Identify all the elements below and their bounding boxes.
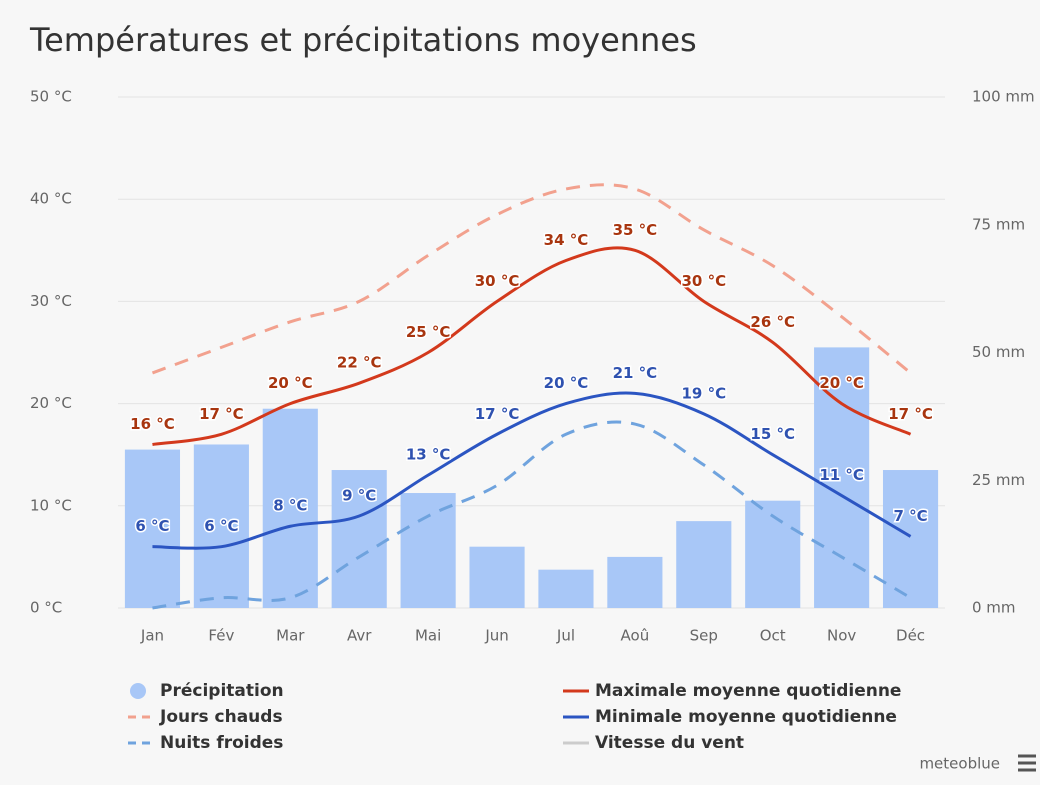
data-label: 30 °C bbox=[681, 272, 726, 290]
x-tick-label: Avr bbox=[347, 627, 372, 645]
y2-tick-label: 50 mm bbox=[972, 343, 1025, 361]
x-tick-label: Jul bbox=[556, 627, 575, 645]
legend-item[interactable]: Jours chauds bbox=[128, 707, 283, 727]
x-tick-label: Jan bbox=[140, 627, 164, 645]
data-label: 7 °C bbox=[893, 507, 927, 525]
data-label: 20 °C bbox=[819, 374, 864, 392]
legend-symbol bbox=[130, 683, 146, 699]
y-tick-label: 30 °C bbox=[30, 292, 72, 310]
legend-label: Vitesse du vent bbox=[595, 733, 744, 753]
bar bbox=[538, 569, 594, 608]
data-label: 9 °C bbox=[342, 487, 376, 505]
data-label: 26 °C bbox=[750, 313, 795, 331]
data-label: 22 °C bbox=[337, 354, 382, 372]
bar bbox=[193, 444, 249, 608]
data-label: 17 °C bbox=[888, 405, 933, 423]
legend-label: Jours chauds bbox=[159, 707, 283, 727]
bar bbox=[607, 556, 663, 608]
data-label: 15 °C bbox=[750, 425, 795, 443]
y-tick-label: 0 °C bbox=[30, 599, 62, 617]
data-label: 20 °C bbox=[544, 374, 589, 392]
menu-icon[interactable] bbox=[1018, 754, 1036, 772]
data-label: 8 °C bbox=[273, 497, 307, 515]
y2-tick-label: 0 mm bbox=[972, 599, 1016, 617]
y-tick-label: 10 °C bbox=[30, 496, 72, 514]
y2-tick-label: 25 mm bbox=[972, 471, 1025, 489]
y2-tick-label: 75 mm bbox=[972, 215, 1025, 233]
data-label: 35 °C bbox=[613, 221, 658, 239]
bar bbox=[124, 449, 181, 608]
bar bbox=[262, 408, 318, 608]
data-label: 34 °C bbox=[544, 231, 589, 249]
data-label: 16 °C bbox=[130, 415, 175, 433]
bar bbox=[331, 470, 387, 608]
data-label: 13 °C bbox=[406, 446, 451, 464]
bar bbox=[469, 546, 525, 608]
legend-item[interactable]: Minimale moyenne quotidienne bbox=[563, 707, 897, 727]
x-tick-label: Mar bbox=[276, 627, 305, 645]
x-tick-label: Oct bbox=[760, 627, 786, 645]
legend-item[interactable]: Vitesse du vent bbox=[563, 733, 744, 753]
data-label: 6 °C bbox=[204, 517, 238, 535]
legend-label: Maximale moyenne quotidienne bbox=[595, 681, 901, 701]
legend-item[interactable]: Nuits froides bbox=[128, 733, 283, 753]
bar bbox=[676, 521, 732, 608]
legend-label: Précipitation bbox=[160, 681, 284, 701]
data-label: 19 °C bbox=[681, 384, 726, 402]
legend-label: Minimale moyenne quotidienne bbox=[595, 707, 897, 727]
credits: meteoblue bbox=[919, 755, 1000, 773]
x-tick-label: Fév bbox=[208, 627, 234, 645]
legend-item[interactable]: Précipitation bbox=[130, 681, 284, 701]
bar bbox=[400, 493, 456, 608]
line bbox=[152, 246, 912, 446]
x-tick-label: Aoû bbox=[621, 627, 650, 645]
bar bbox=[814, 347, 870, 608]
data-label: 11 °C bbox=[819, 466, 864, 484]
bar bbox=[745, 500, 801, 608]
margin bbox=[1040, 0, 1060, 785]
x-tick-label: Jun bbox=[484, 627, 508, 645]
data-label: 30 °C bbox=[475, 272, 520, 290]
bar bbox=[882, 470, 939, 608]
x-tick-label: Sep bbox=[690, 627, 718, 645]
data-label: 25 °C bbox=[406, 323, 451, 341]
y-tick-label: 50 °C bbox=[30, 88, 72, 106]
x-tick-label: Déc bbox=[896, 627, 925, 645]
line bbox=[151, 183, 912, 375]
x-tick-label: Nov bbox=[827, 627, 856, 645]
data-label: 20 °C bbox=[268, 374, 313, 392]
y2-tick-label: 100 mm bbox=[972, 88, 1035, 106]
y-tick-label: 40 °C bbox=[30, 190, 72, 208]
chart-title: Températures et précipitations moyennes bbox=[29, 21, 697, 59]
legend-label: Nuits froides bbox=[160, 733, 283, 753]
x-tick-label: Mai bbox=[415, 627, 441, 645]
line bbox=[152, 420, 912, 610]
data-label: 6 °C bbox=[135, 517, 169, 535]
line bbox=[152, 391, 912, 550]
data-label: 17 °C bbox=[475, 405, 520, 423]
data-label: 17 °C bbox=[199, 405, 244, 423]
data-label: 21 °C bbox=[613, 364, 658, 382]
y-tick-label: 20 °C bbox=[30, 394, 72, 412]
legend-item[interactable]: Maximale moyenne quotidienne bbox=[563, 681, 901, 701]
